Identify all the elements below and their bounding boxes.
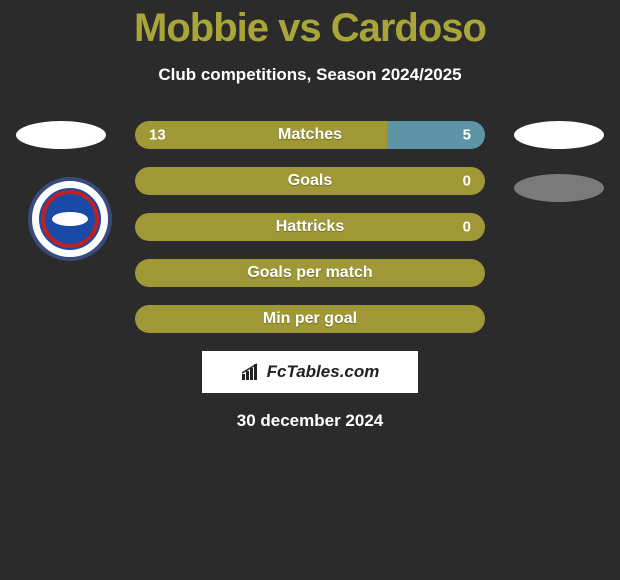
stat-label: Goals xyxy=(135,172,485,190)
stat-value-right: 0 xyxy=(463,219,471,236)
footer-brand-box: FcTables.com xyxy=(202,351,418,393)
comparison-subtitle: Club competitions, Season 2024/2025 xyxy=(0,65,620,85)
stat-label: Min per goal xyxy=(135,310,485,328)
player-oval-right-1 xyxy=(514,121,604,149)
stat-row: Goals0 xyxy=(135,167,485,195)
club-badge-inner-icon xyxy=(39,188,101,250)
stat-label: Matches xyxy=(135,126,485,144)
stat-row: Hattricks0 xyxy=(135,213,485,241)
stat-label: Hattricks xyxy=(135,218,485,236)
footer-date: 30 december 2024 xyxy=(0,411,620,431)
stat-row: Goals per match xyxy=(135,259,485,287)
comparison-content: Matches135Goals0Hattricks0Goals per matc… xyxy=(0,121,620,431)
player-oval-left xyxy=(16,121,106,149)
club-badge-left xyxy=(28,177,112,261)
stat-value-right: 0 xyxy=(463,173,471,190)
stat-row: Min per goal xyxy=(135,305,485,333)
player-oval-right-2 xyxy=(514,174,604,202)
comparison-title: Mobbie vs Cardoso xyxy=(0,0,620,51)
stat-bars-container: Matches135Goals0Hattricks0Goals per matc… xyxy=(135,121,485,333)
footer-brand-text: FcTables.com xyxy=(267,362,380,382)
bar-chart-icon xyxy=(241,363,263,381)
stat-value-left: 13 xyxy=(149,127,166,144)
fctables-logo: FcTables.com xyxy=(241,362,380,382)
stat-value-right: 5 xyxy=(463,127,471,144)
stat-row: Matches13 5 xyxy=(135,121,485,149)
stat-label: Goals per match xyxy=(135,264,485,282)
